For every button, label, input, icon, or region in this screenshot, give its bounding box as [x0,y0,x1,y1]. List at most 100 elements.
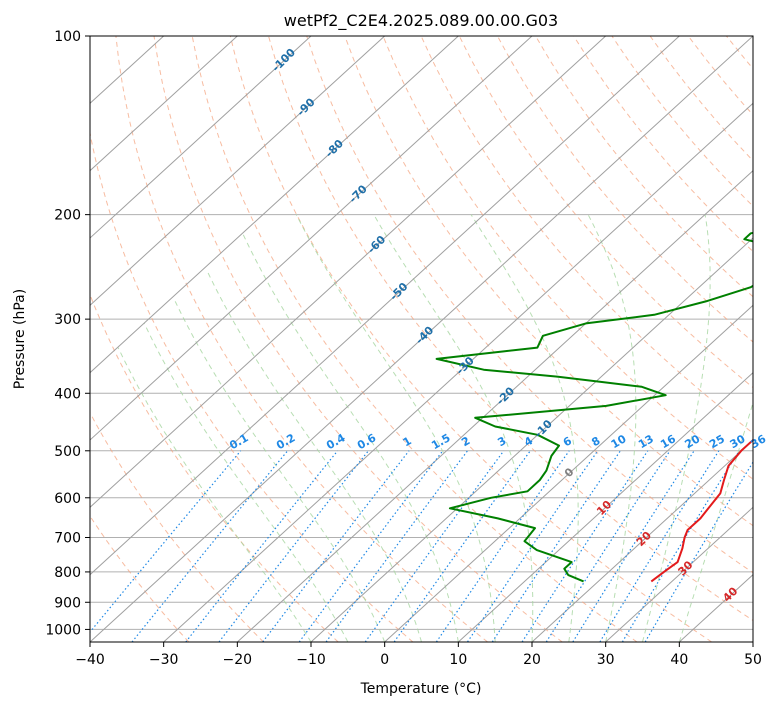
y-tick-label: 100 [54,29,81,45]
dry-adiabat [229,36,712,642]
y-tick-label: 300 [54,312,81,328]
mixing-ratio-line [364,450,505,642]
dry-adiabat [153,36,563,642]
x-tick-label: 40 [670,652,688,668]
y-tick-label: 500 [54,444,81,460]
isotherm-line [310,237,753,642]
chart-title: wetPf2_C2E4.2025.089.00.00.G03 [284,11,558,31]
moist-adiabat [678,400,753,642]
isotherm-line [457,371,753,642]
mixing-ratio-label: 0.4 [324,431,348,452]
mixing-ratio-line [90,450,242,633]
x-tick-label: 50 [744,652,762,668]
plot-area [90,36,775,642]
mixing-ratio-line [262,450,410,642]
isotherm-line [90,36,459,374]
dry-adiabat [268,36,753,622]
mixing-ratio-line [466,450,599,642]
moist-adiabat [373,214,534,642]
mixing-ratio-label: 3 [495,434,508,449]
mixing-ratio-line [599,450,720,642]
mixing-ratio-line [131,450,289,642]
x-tick-label: −40 [75,652,105,668]
isotherm-line [236,169,753,642]
y-axis: 100 200 300 400 500 600 700 800 900 1000 [45,29,90,638]
dewpoint-line [435,231,753,583]
mixing-ratio-line [621,450,740,642]
x-tick-label: −20 [223,652,253,668]
isotherm-line [90,36,680,576]
dry-adiabat [687,36,753,116]
y-axis-label: Pressure (hPa) [12,289,28,389]
mixing-ratio-label: 0.2 [274,431,297,452]
moist-adiabat [207,271,422,642]
mixing-ratio-line [545,450,671,642]
x-tick-label: 30 [597,652,615,668]
dry-adiabat [649,36,753,162]
moist-adiabat [587,214,637,642]
dry-adiabat [90,411,264,642]
dry-adiabat [115,36,488,642]
isotherm-line [90,36,386,307]
dry-adiabat [306,36,753,574]
mixing-ratio-label: 6 [561,434,574,449]
isotherm-line [605,506,753,642]
dry-adiabat [496,36,753,343]
x-axis: −40 −30 −20 −10 0 10 20 30 40 50 [75,642,762,668]
isotherm-line [384,304,753,642]
y-tick-label: 200 [54,208,81,224]
y-tick-label: 400 [54,386,81,402]
mixing-ratio-line [298,450,444,642]
y-tick-label: 1000 [45,622,81,638]
dry-adiabat [90,515,190,642]
x-tick-label: −10 [296,652,326,668]
dry-adiabat [344,36,753,527]
moist-adiabat [143,323,349,642]
dry-adiabat [573,36,753,253]
mixing-ratio-line [572,450,695,642]
y-tick-label: 900 [54,595,81,611]
dry-adiabat [535,36,753,298]
mixing-ratio-label: 1 [401,434,414,449]
temperature-line [650,438,753,583]
moist-adiabat [117,347,312,642]
dry-adiabat [90,293,339,642]
plot-frame [89,35,754,643]
dry-adiabat [90,130,414,642]
isotherm-line [531,439,753,642]
mixing-ratio-label: 36 [748,432,768,451]
x-tick-label: −30 [149,652,179,668]
isotherm-label: -100 [269,46,298,75]
mixing-ratio-line [644,461,753,642]
mixing-ratio-line [393,450,531,642]
line-labels: 0.1 0.2 0.4 0.6 1 1.5 2 3 4 6 8 10 13 16 20 25 30 36-100-… [227,46,768,605]
dry-adiabat [458,36,753,389]
moist-adiabat [242,233,459,642]
moist-adiabat [295,214,496,642]
isotherm-line [752,641,753,642]
x-tick-label: 20 [523,652,541,668]
moist-adiabat [174,301,386,642]
moist-adiabat [642,214,711,642]
dry-adiabat [726,36,753,70]
dry-adiabat [191,36,638,642]
x-axis-label: Temperature (°C) [360,681,482,697]
isotherm-line [90,36,312,239]
isotherm-line [90,36,238,172]
y-tick-label: 800 [54,565,81,581]
mixing-ratio-line [435,450,570,642]
y-tick-label: 600 [54,491,81,507]
x-tick-label: 10 [449,652,467,668]
dry-adiabat [765,36,775,642]
isotherm-line [90,36,607,509]
mixing-ratio-line [521,450,649,642]
x-tick-label: 0 [380,652,389,668]
isotherm-line [90,36,753,642]
mixing-ratio-line [218,450,369,642]
mixing-ratio-line [325,450,468,642]
mixing-ratio-line [185,450,339,642]
mixing-ratio-label: 25 [707,432,727,451]
y-tick-label: 700 [54,531,81,547]
dry-adiabat [611,36,753,207]
